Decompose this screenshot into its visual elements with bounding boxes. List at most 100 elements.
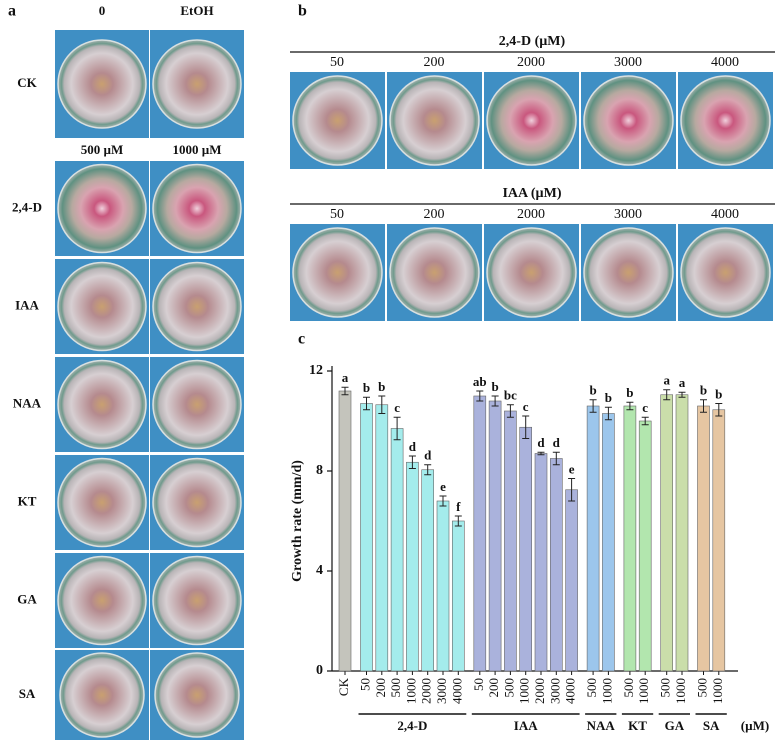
significance-letter: b <box>589 383 596 398</box>
bar <box>488 400 502 672</box>
bar <box>549 458 563 672</box>
column-header: 500 µM <box>81 142 124 157</box>
petri-dish <box>152 555 242 646</box>
row-label: IAA <box>15 297 39 312</box>
petri-dish <box>152 261 242 352</box>
row-label: NAA <box>13 395 42 410</box>
x-tick-label: CK <box>336 677 351 696</box>
row-label: 2,4-D <box>12 199 42 214</box>
significance-letter: ab <box>473 374 487 389</box>
x-tick-label: 1000 <box>673 678 688 704</box>
petri-dish <box>389 75 480 166</box>
significance-letter: f <box>456 499 461 514</box>
bar <box>338 390 352 672</box>
panel-label: b <box>298 3 307 20</box>
petri-dish <box>154 652 240 738</box>
petri-dish <box>292 227 383 318</box>
petri-dish <box>680 75 771 166</box>
column-header: 1000 µM <box>172 142 221 157</box>
petri-dish <box>57 457 147 548</box>
bar <box>675 394 689 672</box>
x-tick-label: 50 <box>357 678 372 691</box>
x-tick-label: 4000 <box>449 678 464 704</box>
x-tick-label: 4000 <box>563 678 578 704</box>
bar <box>390 428 404 672</box>
significance-letter: c <box>642 400 648 415</box>
petri-dish <box>152 359 242 450</box>
bar <box>660 394 674 672</box>
bar <box>712 409 726 672</box>
x-tick-label: 500 <box>388 678 403 698</box>
group-label: IAA <box>514 718 538 733</box>
petri-dish <box>152 163 242 254</box>
bar <box>697 405 710 672</box>
significance-letter: a <box>663 373 670 388</box>
petri-dish <box>486 75 577 166</box>
significance-letter: d <box>424 448 432 463</box>
y-tick-label: 12 <box>309 363 323 378</box>
bar <box>504 410 517 672</box>
significance-letter: b <box>700 383 707 398</box>
x-tick-label: 50 <box>471 678 486 691</box>
concentration-label: 2000 <box>517 207 545 222</box>
petri-dish <box>583 227 674 318</box>
column-header: EtOH <box>180 3 213 18</box>
bar <box>534 453 548 672</box>
group-title: IAA (µM) <box>502 186 561 201</box>
significance-letter: e <box>569 461 575 476</box>
petri-dish <box>583 75 674 166</box>
row-label: KT <box>18 493 37 508</box>
concentration-label: 4000 <box>711 207 739 222</box>
x-tick-label: 200 <box>373 678 388 698</box>
x-tick-label: 500 <box>621 678 636 698</box>
x-tick-label: 1000 <box>599 678 614 704</box>
significance-letter: c <box>523 399 529 414</box>
bar <box>436 500 450 672</box>
concentration-label: 200 <box>424 55 445 70</box>
row-label: SA <box>19 686 36 701</box>
bar <box>638 420 652 672</box>
significance-letter: b <box>491 379 498 394</box>
significance-letter: a <box>342 370 349 385</box>
significance-letter: b <box>626 385 633 400</box>
significance-letter: e <box>440 479 446 494</box>
y-axis-label: Growth rate (mm/d) <box>290 460 305 582</box>
significance-letter: b <box>605 390 612 405</box>
petri-dish <box>152 457 242 548</box>
column-header: 0 <box>99 3 106 18</box>
x-tick-label: 2000 <box>419 678 434 704</box>
row-label: CK <box>17 75 37 90</box>
petri-dish <box>57 261 147 352</box>
significance-letter: b <box>715 386 722 401</box>
significance-letter: d <box>537 435 545 450</box>
bar <box>473 395 487 672</box>
concentration-label: 200 <box>424 207 445 222</box>
x-tick-label: 1000 <box>710 678 725 704</box>
x-tick-label: 1000 <box>403 678 418 704</box>
bar <box>586 405 600 672</box>
unit-label: (µM) <box>741 718 769 733</box>
x-tick-label: 200 <box>486 678 501 698</box>
bar <box>623 405 637 672</box>
concentration-label: 3000 <box>614 55 642 70</box>
petri-dish <box>59 652 145 738</box>
group-label: SA <box>703 718 720 733</box>
significance-letter: d <box>553 435 561 450</box>
group-title: 2,4-D (µM) <box>499 34 566 49</box>
group-label: KT <box>628 718 647 733</box>
petri-dish <box>57 555 147 646</box>
x-tick-label: 2000 <box>532 678 547 704</box>
bar <box>360 403 373 672</box>
x-tick-label: 500 <box>694 678 709 698</box>
petri-dish <box>486 227 577 318</box>
y-tick-label: 8 <box>316 463 323 478</box>
bar <box>421 469 435 672</box>
y-tick-label: 4 <box>316 563 323 578</box>
concentration-label: 4000 <box>711 55 739 70</box>
petri-dish <box>389 227 480 318</box>
petri-dish <box>57 163 147 254</box>
group-label: GA <box>665 718 685 733</box>
bar <box>565 489 578 672</box>
x-tick-label: 500 <box>658 678 673 698</box>
